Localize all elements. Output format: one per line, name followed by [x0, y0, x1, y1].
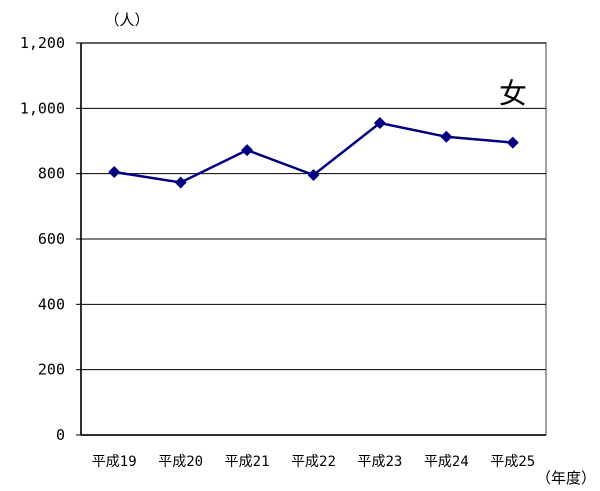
data-point-marker — [174, 176, 187, 189]
x-tick-label: 平成25 — [490, 454, 535, 470]
x-tick-label: 平成21 — [225, 454, 270, 470]
y-unit-label: （人） — [104, 11, 149, 29]
x-tick-label: 平成23 — [357, 454, 402, 470]
data-point-marker — [506, 136, 519, 149]
y-tick-label: 400 — [38, 295, 65, 313]
y-tick-label: 1,200 — [20, 34, 65, 52]
data-point-marker — [307, 168, 320, 181]
y-tick-label: 800 — [38, 165, 65, 183]
x-tick-label: 平成22 — [291, 454, 336, 470]
x-tick-label: 平成20 — [158, 454, 203, 470]
data-point-marker — [440, 130, 453, 143]
x-tick-labels: 平成19 平成20 平成21 平成22 平成23 平成24 平成25 — [92, 454, 535, 470]
data-point-marker — [108, 166, 121, 179]
x-tick-label: 平成19 — [92, 454, 137, 470]
x-unit-label: （年度） — [536, 469, 596, 487]
data-point-marker — [241, 144, 254, 157]
x-tick-label: 平成24 — [424, 454, 469, 470]
gridlines — [81, 42, 546, 371]
y-tick-label: 1,000 — [20, 99, 65, 117]
y-tick-label: 200 — [38, 361, 65, 379]
y-tick-label: 0 — [56, 426, 65, 444]
data-point-marker — [373, 117, 386, 130]
y-tick-label: 600 — [38, 230, 65, 248]
series-markers — [108, 117, 519, 189]
y-tick-labels: 0 200 400 600 800 1,000 1,200 — [20, 34, 81, 444]
series-label: 女 — [499, 77, 527, 110]
